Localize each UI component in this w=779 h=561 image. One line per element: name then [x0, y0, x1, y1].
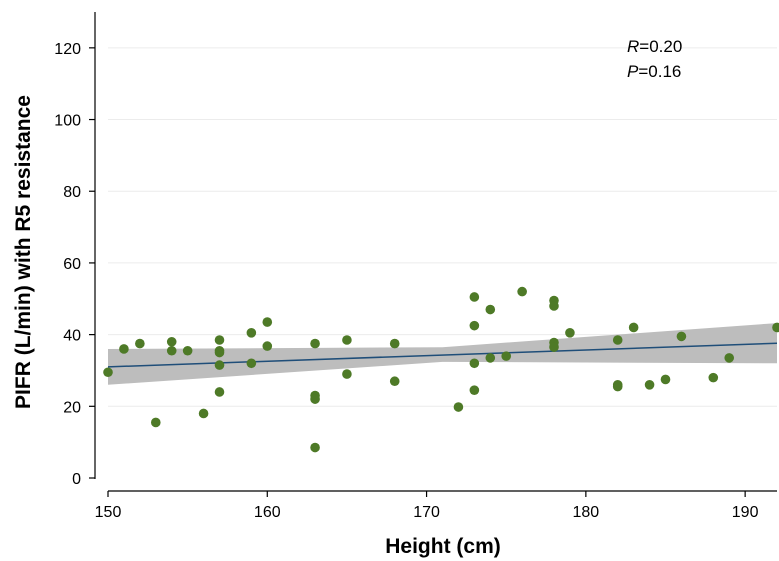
data-point — [214, 387, 225, 397]
data-point — [389, 376, 400, 387]
r-value: =0.20 — [639, 37, 682, 56]
data-point — [389, 338, 400, 349]
data-point — [469, 292, 480, 302]
y-tick-label: 120 — [54, 41, 81, 58]
data-point — [342, 369, 352, 379]
y-axis-title: PIFR (L/min) with R5 resistance — [12, 95, 35, 409]
data-point — [310, 442, 320, 453]
x-tick-label: 160 — [254, 504, 281, 521]
data-point — [612, 335, 623, 345]
data-point — [549, 301, 559, 311]
data-point — [517, 286, 527, 297]
data-point — [612, 381, 623, 392]
data-point — [246, 358, 257, 369]
y-tick-label: 80 — [63, 184, 81, 201]
r-annotation: R=0.20 — [627, 37, 682, 56]
y-tick-label: 40 — [63, 328, 81, 345]
tick-labels: 0 20 40 60 80 100 120 150 160 170 180 190 — [54, 41, 758, 521]
x-tick-label: 170 — [413, 504, 440, 521]
data-point — [469, 320, 480, 331]
data-point — [549, 342, 559, 352]
data-point — [708, 372, 719, 383]
data-point — [135, 338, 145, 349]
grid-lines — [108, 47, 777, 407]
axes — [89, 12, 777, 497]
data-point — [214, 360, 225, 370]
p-annotation: P=0.16 — [627, 62, 681, 81]
p-label: P — [627, 62, 639, 81]
data-point — [676, 331, 687, 342]
x-axis-title: Height (cm) — [385, 535, 501, 558]
data-point — [166, 336, 177, 347]
r-label: R — [627, 37, 639, 56]
data-point — [103, 367, 113, 378]
data-point — [342, 335, 352, 345]
data-point — [310, 394, 320, 404]
data-point — [198, 408, 209, 419]
x-tick-label: 190 — [732, 504, 759, 521]
data-point — [469, 385, 480, 395]
data-point — [565, 328, 575, 338]
data-point — [772, 322, 779, 333]
p-value: =0.16 — [638, 62, 681, 81]
data-point — [310, 338, 320, 349]
data-point — [214, 347, 225, 358]
data-point — [166, 345, 177, 356]
y-tick-label: 0 — [72, 471, 81, 488]
y-tick-label: 100 — [54, 113, 81, 130]
x-tick-label: 150 — [95, 504, 122, 521]
data-point — [262, 317, 273, 327]
data-point — [644, 380, 655, 390]
data-point — [246, 328, 257, 338]
data-point — [150, 417, 161, 428]
data-point — [660, 374, 671, 385]
data-point — [469, 358, 480, 369]
x-tick-label: 180 — [573, 504, 600, 521]
data-point — [628, 322, 639, 333]
data-point — [453, 402, 464, 412]
data-point — [262, 341, 273, 351]
y-tick-label: 20 — [63, 399, 81, 416]
data-point — [485, 304, 496, 315]
data-point — [119, 344, 129, 354]
data-point — [501, 351, 512, 361]
y-tick-label: 60 — [63, 256, 81, 273]
data-point — [724, 353, 735, 363]
data-points — [103, 286, 779, 453]
data-point — [182, 345, 193, 356]
confidence-band — [108, 323, 777, 385]
data-point — [485, 353, 496, 363]
data-point — [214, 335, 225, 345]
